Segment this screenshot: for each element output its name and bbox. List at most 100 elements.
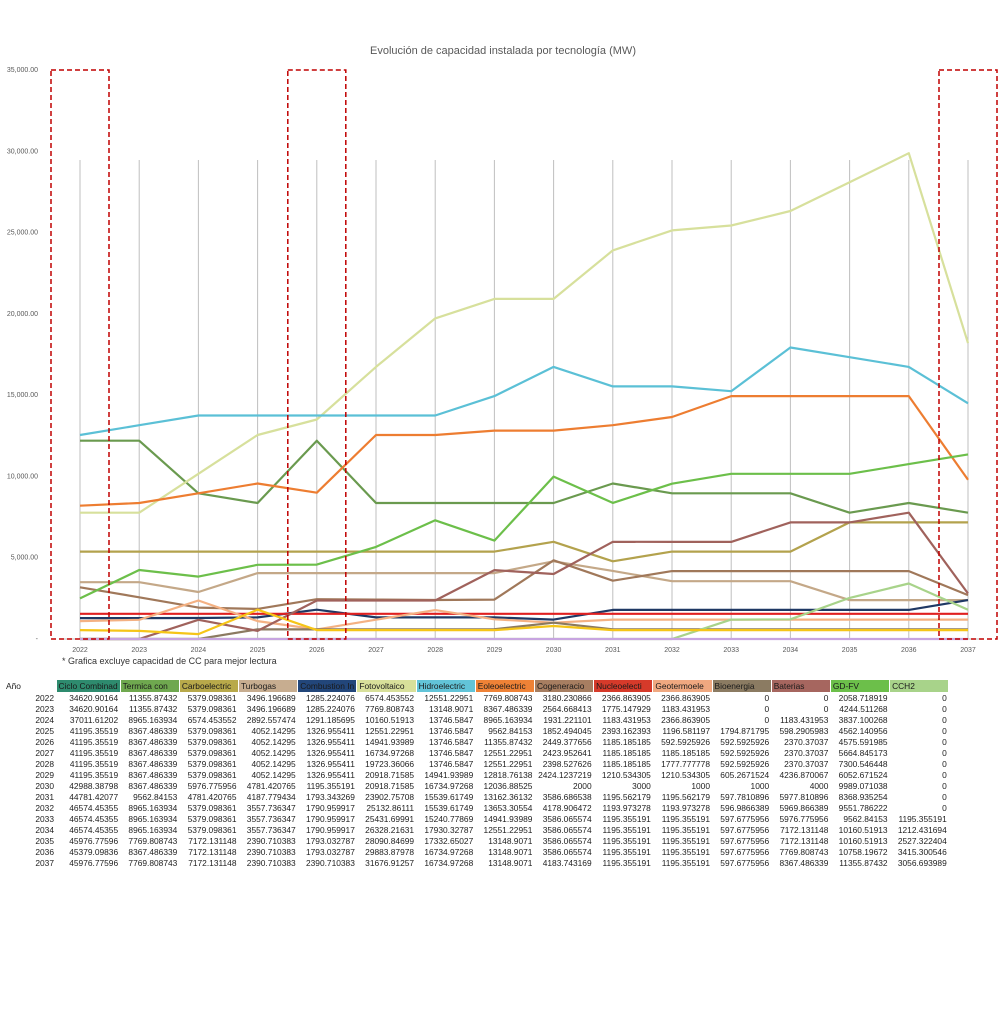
table-row: 2035 45976.77596 7769.808743 7172.131148 239… xyxy=(4,835,949,846)
table-cell: 45976.77596 xyxy=(69,857,119,868)
table-cell: 1195.355191 xyxy=(602,813,651,824)
table-cell: 597.7810896 xyxy=(720,791,770,802)
table-cell: 5976.775956 xyxy=(187,780,237,791)
table-cell: 3586.065574 xyxy=(542,846,592,857)
table-row: 2031 44781.42077 9562.84153 4781.420765 4187… xyxy=(4,791,949,802)
table-cell: 1195.355191 xyxy=(661,813,710,824)
x-tick-2028: 2028 xyxy=(427,647,443,654)
table-cell: 1183.431953 xyxy=(602,714,651,725)
series-line-2 xyxy=(80,560,968,602)
x-tick-2024: 2024 xyxy=(191,647,207,654)
table-cell: 3056.693989 xyxy=(897,857,947,868)
table-cell: 13148.9071 xyxy=(488,857,533,868)
series-line-14 xyxy=(79,608,968,636)
series-line-1 xyxy=(80,521,968,563)
y-tick-6: 5,000.00 xyxy=(11,555,38,562)
year-cell: 2031 xyxy=(35,791,54,802)
table-cell: 597.6775956 xyxy=(720,857,770,868)
table-cell: 4052.14295 xyxy=(251,725,296,736)
table-cell: 41195.35519 xyxy=(69,769,119,780)
table-cell: 8367.486339 xyxy=(128,747,178,758)
table-cell: 37011.61202 xyxy=(69,714,119,725)
table-cell: 5379.098361 xyxy=(187,758,237,769)
table-cell: 29883.87978 xyxy=(365,846,415,857)
x-tick-2034: 2034 xyxy=(783,647,799,654)
table-cell: 14941.93989 xyxy=(365,736,415,747)
table-cell: 2390.710383 xyxy=(246,835,296,846)
year-cell: 2026 xyxy=(35,736,54,747)
table-cell: 1210.534305 xyxy=(661,769,710,780)
table-cell: 8965.163934 xyxy=(128,802,178,813)
table-cell: 0 xyxy=(823,692,829,703)
year-cell: 2025 xyxy=(35,725,54,736)
table-cell: 2370.37037 xyxy=(784,736,829,747)
table-cell: 12551.22951 xyxy=(483,747,533,758)
x-tick-2036: 2036 xyxy=(901,647,917,654)
series-line-11 xyxy=(80,511,969,641)
table-cell: 46574.45355 xyxy=(69,824,119,835)
table-cell: 592.5925926 xyxy=(720,736,770,747)
column-header-9: Nucleoelecti xyxy=(593,680,654,692)
y-tick-5: 10,000.00 xyxy=(7,473,38,480)
table-cell: 1185.185185 xyxy=(602,736,651,747)
table-cell: 2527.322404 xyxy=(897,835,947,846)
table-cell: 23902.75708 xyxy=(365,791,415,802)
series-line-6 xyxy=(79,395,969,507)
table-cell: 13746.5847 xyxy=(429,758,474,769)
chart-grid xyxy=(79,160,969,639)
table-cell: 8368.935254 xyxy=(838,791,888,802)
table-cell: 8965.163934 xyxy=(128,813,178,824)
table-cell: 1326.955411 xyxy=(306,725,355,736)
table-cell: 45379.09836 xyxy=(69,846,119,857)
table-cell: 46574.45355 xyxy=(69,802,119,813)
table-cell: 5379.098361 xyxy=(187,747,237,758)
column-header-4: Combustion In xyxy=(297,680,358,692)
series-line-9 xyxy=(79,599,968,631)
series-line-0 xyxy=(80,439,969,514)
table-cell: 3586.065574 xyxy=(542,824,592,835)
table-cell: 3000 xyxy=(632,780,651,791)
table-cell: 5379.098361 xyxy=(187,736,237,747)
table-cell: 42988.38798 xyxy=(69,780,119,791)
table-cell: 3415.300546 xyxy=(897,846,947,857)
table-cell: 7172.131148 xyxy=(780,824,829,835)
table-cell: 1326.955411 xyxy=(306,769,355,780)
column-header-13: GD-FV xyxy=(830,680,891,692)
capacity-data-table: Año Ciclo Combinad Termica con Carboelectri… xyxy=(4,680,950,868)
series-line-7 xyxy=(79,559,969,611)
table-cell: 10758.19672 xyxy=(838,846,888,857)
table-cell: 14941.93989 xyxy=(424,769,474,780)
y-tick-0: 35,000.00 xyxy=(7,67,38,74)
table-cell: 592.5925926 xyxy=(720,758,770,769)
column-header-0: Ciclo Combinad xyxy=(56,680,121,692)
table-cell: 12818.76138 xyxy=(483,769,533,780)
table-cell: 16734.97268 xyxy=(365,747,415,758)
table-cell: 12036.88525 xyxy=(483,780,533,791)
table-cell: 1794.871795 xyxy=(720,725,770,736)
table-cell: 1775.147929 xyxy=(601,703,651,714)
table-cell: 7172.131148 xyxy=(780,835,829,846)
table-row: 2030 42988.38798 8367.486339 5976.775956 478… xyxy=(4,780,949,791)
table-cell: 5379.098361 xyxy=(187,769,237,780)
table-cell: 5664.845173 xyxy=(838,747,888,758)
table-cell: 2370.37037 xyxy=(784,747,829,758)
year-cell: 2032 xyxy=(35,802,54,813)
column-header-14: CCH2 xyxy=(889,680,950,692)
series-line-4 xyxy=(80,152,970,514)
table-cell: 13148.9071 xyxy=(429,703,474,714)
table-row: 2032 46574.45355 8965.163934 5379.098361 355… xyxy=(4,802,949,813)
x-tick-2023: 2023 xyxy=(131,647,147,654)
y-tick-2: 25,000.00 xyxy=(7,230,38,237)
table-cell: 1195.355191 xyxy=(898,813,947,824)
chart-series xyxy=(79,152,970,641)
table-cell: 3837.100268 xyxy=(838,714,888,725)
table-cell: 5379.098361 xyxy=(187,813,237,824)
x-axis: 2022 2023 2024 2025 2026 2027 2028 2029 2030 2031… xyxy=(60,638,983,654)
table-cell: 34620.90164 xyxy=(69,692,119,703)
table-cell: 0 xyxy=(942,791,947,802)
capacity-line-chart: Evolución de capacidad instalada por tec… xyxy=(7,45,998,654)
table-cell: 1195.355191 xyxy=(602,857,651,868)
year-cell: 2022 xyxy=(35,692,54,703)
table-row: 2028 41195.35519 8367.486339 5379.098361 405… xyxy=(4,758,949,769)
x-tick-2025: 2025 xyxy=(250,647,266,654)
